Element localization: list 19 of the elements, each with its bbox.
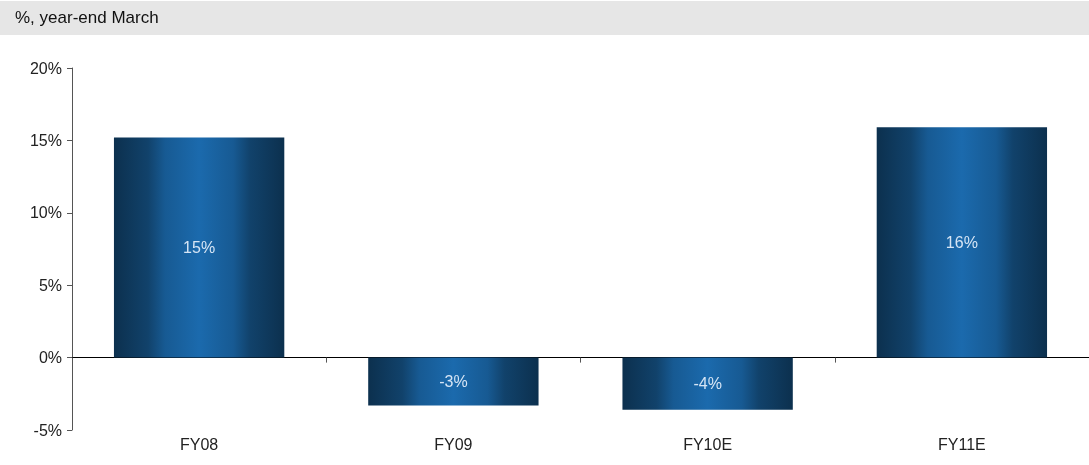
y-tick-label: -5% (33, 421, 62, 439)
bar (113, 137, 285, 358)
y-tick-label: 15% (29, 131, 62, 149)
data-label: -3% (439, 372, 468, 390)
chart-title: %, year-end March (15, 8, 159, 28)
y-tick-label: 0% (38, 349, 62, 367)
y-tick-label: 10% (29, 204, 62, 222)
x-tick-label: FY11E (938, 435, 986, 453)
data-label: 15% (183, 239, 216, 257)
bar (622, 357, 793, 410)
data-label: 16% (945, 233, 978, 251)
bar (368, 357, 539, 406)
bar (876, 127, 1048, 358)
x-tick-label: FY08 (180, 435, 219, 453)
data-label: -4% (693, 375, 722, 393)
x-tick-label: FY09 (434, 435, 473, 453)
y-tick-label: 5% (38, 276, 62, 294)
x-tick-label: FY10E (683, 435, 733, 453)
y-tick-label: 20% (29, 59, 62, 77)
